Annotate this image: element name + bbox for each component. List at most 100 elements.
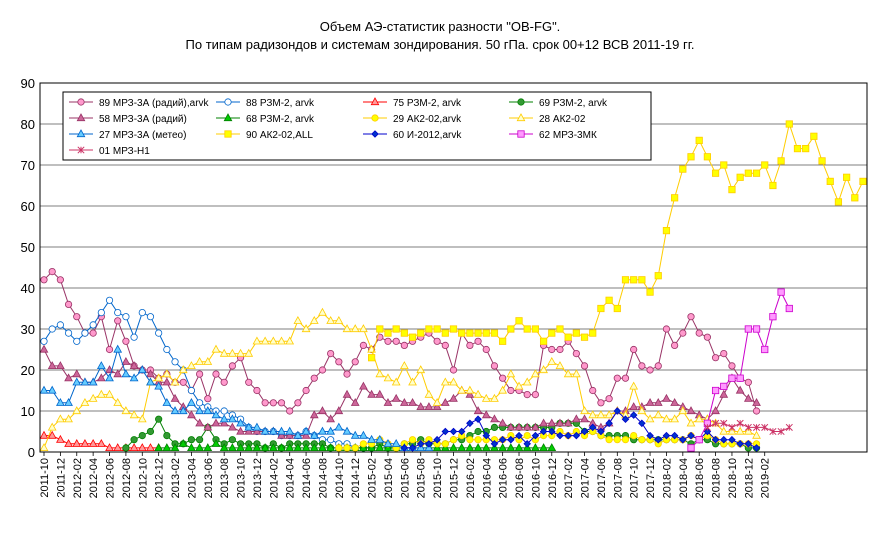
- data-point: [449, 366, 458, 374]
- data-point: [302, 386, 310, 395]
- data-point: [728, 423, 736, 431]
- data-point: [761, 161, 769, 169]
- data-point: [146, 427, 155, 436]
- data-point: [252, 443, 262, 452]
- data-point: [47, 430, 57, 439]
- data-point: [679, 165, 687, 173]
- data-point: [637, 406, 647, 415]
- data-point: [252, 422, 262, 431]
- data-point: [481, 443, 491, 452]
- data-point: [417, 329, 425, 337]
- legend-label: 28 АК2-02: [539, 114, 586, 125]
- data-point: [227, 348, 237, 357]
- data-point: [399, 397, 409, 406]
- data-point: [646, 431, 654, 440]
- data-point: [630, 276, 638, 284]
- data-point: [645, 414, 655, 423]
- data-point: [687, 431, 695, 440]
- data-point: [64, 397, 73, 406]
- data-point: [785, 423, 793, 431]
- data-point: [597, 304, 605, 313]
- data-point: [113, 397, 123, 406]
- data-point: [277, 399, 286, 407]
- x-tick-label: 2017-02: [563, 458, 575, 498]
- data-point: [449, 393, 458, 402]
- data-point: [260, 336, 270, 345]
- legend-swatch-marker: [371, 130, 379, 138]
- x-tick-label: 2014-06: [301, 458, 313, 498]
- x-tick-label: 2014-08: [317, 458, 329, 498]
- data-point: [777, 288, 785, 296]
- data-point: [301, 430, 311, 439]
- data-point: [556, 431, 564, 440]
- data-point: [547, 356, 557, 365]
- data-point: [727, 426, 737, 435]
- data-point: [432, 397, 442, 406]
- series-line: [404, 410, 757, 449]
- data-point: [309, 443, 319, 452]
- data-point: [334, 315, 344, 324]
- x-tick-label: 2012-10: [137, 458, 149, 498]
- data-point: [309, 430, 319, 439]
- legend-item: 89 МРЗ-3А (радий),arvk: [69, 98, 210, 109]
- data-point: [506, 422, 516, 431]
- legend-swatch-marker: [516, 113, 526, 122]
- data-point: [334, 422, 344, 431]
- data-point: [187, 443, 196, 452]
- data-point: [359, 341, 368, 349]
- data-point: [48, 325, 56, 333]
- data-point: [64, 300, 73, 308]
- data-point: [481, 410, 491, 419]
- data-point: [154, 443, 164, 452]
- data-point: [64, 414, 73, 423]
- data-point: [556, 325, 564, 333]
- data-point: [523, 325, 531, 333]
- data-point: [138, 308, 146, 317]
- data-point: [48, 267, 56, 276]
- data-point: [342, 324, 352, 333]
- data-point: [490, 393, 499, 402]
- data-point: [580, 427, 589, 436]
- data-point: [384, 329, 392, 337]
- data-point: [440, 377, 450, 386]
- data-point: [703, 427, 712, 436]
- legend-swatch-marker: [370, 97, 380, 106]
- data-point: [449, 443, 458, 452]
- data-point: [752, 444, 761, 452]
- data-point: [621, 374, 630, 382]
- data-point: [187, 397, 196, 406]
- data-point: [695, 329, 703, 337]
- legend-label: 89 МРЗ-3А (радий),arvk: [99, 98, 210, 109]
- data-point: [720, 349, 728, 358]
- data-point: [375, 443, 385, 452]
- legend-item: 27 МРЗ-3А (метео): [69, 129, 186, 141]
- data-point: [408, 436, 417, 444]
- data-point: [195, 406, 204, 415]
- data-point: [277, 336, 286, 345]
- data-point: [80, 397, 90, 406]
- x-tick-label: 2014-12: [350, 458, 362, 498]
- data-point: [580, 406, 589, 415]
- axes: 0 10 20 30 40 50 60 70 80 90 2011-10 2011-12 2012-02…: [21, 76, 868, 498]
- legend-label: 90 АК2-02,ALL: [246, 130, 313, 141]
- data-point: [588, 423, 597, 432]
- data-point: [465, 443, 475, 452]
- data-point: [392, 325, 400, 333]
- data-point: [728, 362, 736, 370]
- data-point: [465, 389, 475, 398]
- data-point: [130, 436, 138, 444]
- x-tick-label: 2013-08: [219, 458, 231, 498]
- data-point: [137, 443, 147, 452]
- data-point: [219, 348, 229, 357]
- legend-swatch-marker: [517, 130, 525, 138]
- data-point: [335, 358, 343, 366]
- data-point: [531, 422, 540, 431]
- data-point: [424, 402, 434, 411]
- chart-subtitle: По типам радизондов и системам зондирова…: [186, 37, 695, 52]
- data-point: [589, 329, 597, 337]
- data-point: [293, 315, 303, 324]
- data-point: [301, 324, 311, 333]
- data-point: [563, 418, 573, 427]
- data-point: [752, 325, 761, 333]
- data-point: [548, 329, 556, 337]
